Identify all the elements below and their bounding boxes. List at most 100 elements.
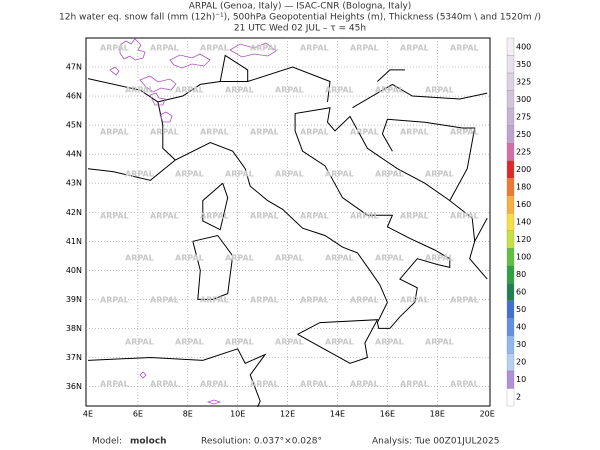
watermark: ARPAL <box>450 380 479 389</box>
colorbar-swatch <box>506 142 515 161</box>
watermark: ARPAL <box>100 44 129 53</box>
watermark: ARPAL <box>100 380 129 389</box>
watermark: ARPAL <box>125 254 154 263</box>
watermark: ARPAL <box>350 212 379 221</box>
lat-label: 38N <box>66 324 82 333</box>
watermark: ARPAL <box>100 296 129 305</box>
colorbar-label: 50 <box>516 305 526 314</box>
lat-label: 39N <box>66 295 82 304</box>
colorbar-label: 275 <box>516 112 531 121</box>
watermark: ARPAL <box>250 296 279 305</box>
colorbar-label: 40 <box>516 323 526 332</box>
colorbar-swatch <box>506 55 515 74</box>
axis-labels: 4E 6E 8E 10E 12E 14E 16E 18E 20E 47N 46N 45N 44N 43N 4… <box>66 63 495 419</box>
watermark: ARPAL <box>275 338 304 347</box>
watermark: ARPAL <box>425 254 454 263</box>
colorbar-label: 120 <box>516 235 531 244</box>
watermark: ARPAL <box>150 128 179 137</box>
colorbar-label: 80 <box>516 270 526 279</box>
watermark: ARPAL <box>450 44 479 53</box>
watermark: ARPAL <box>125 338 154 347</box>
lon-label: 20E <box>480 410 495 419</box>
colorbar-label: 140 <box>516 218 531 227</box>
colorbar-label: 400 <box>516 42 531 51</box>
analysis: Analysis: Tue 00Z01JUL2025 <box>372 437 499 447</box>
colorbar-swatch <box>506 283 515 302</box>
coastline <box>297 319 379 364</box>
lat-label: 40N <box>66 266 82 275</box>
watermark: ARPAL <box>375 254 404 263</box>
watermark: ARPAL <box>350 128 379 137</box>
title-line: ARPAL (Genoa, Italy) — ISAC-CNR (Bologna… <box>189 2 412 12</box>
colorbar-swatch <box>506 125 515 144</box>
watermark: ARPAL <box>325 170 354 179</box>
lon-label: 14E <box>330 410 345 419</box>
colorbar-swatch <box>506 388 515 407</box>
colorbar-label: 2 <box>516 393 521 402</box>
watermark: ARPAL <box>300 380 329 389</box>
watermark: ARPAL <box>250 128 279 137</box>
watermark: ARPAL <box>350 296 379 305</box>
watermark: ARPAL <box>150 212 179 221</box>
lon-label: 10E <box>230 410 245 419</box>
model-name: moloch <box>130 437 167 447</box>
watermark: ARPAL <box>450 128 479 137</box>
lat-label: 47N <box>66 63 82 72</box>
watermark: ARPAL <box>300 212 329 221</box>
watermark: ARPAL <box>400 128 429 137</box>
colorbar-label: 20 <box>516 358 526 367</box>
graticule <box>86 38 490 406</box>
watermark: ARPAL <box>375 338 404 347</box>
watermark: ARPAL <box>450 212 479 221</box>
watermark: ARPAL <box>425 86 454 95</box>
coastline <box>381 118 476 201</box>
colorbar-swatch <box>506 37 515 56</box>
watermark: ARPAL <box>150 296 179 305</box>
colorbar: 4003503253002752502252001801601401201008… <box>506 37 531 407</box>
coastline <box>202 182 229 231</box>
lat-label: 41N <box>66 237 82 246</box>
lat-label: 36N <box>66 382 82 391</box>
coastline <box>352 83 488 109</box>
coastline <box>157 66 331 161</box>
colorbar-swatch <box>506 160 515 179</box>
title-line: 21 UTC Wed 02 JUL – τ = 45h <box>234 24 366 34</box>
colorbar-swatch <box>506 178 515 196</box>
colorbar-swatch <box>506 90 515 109</box>
lat-label: 42N <box>66 208 82 217</box>
watermark: ARPAL <box>200 44 229 53</box>
watermark: ARPAL <box>225 170 254 179</box>
colorbar-label: 60 <box>516 288 526 297</box>
watermark: ARPAL <box>300 128 329 137</box>
coastline <box>87 107 488 329</box>
watermark: ARPAL <box>250 44 279 53</box>
lon-label: 12E <box>280 410 295 419</box>
coastline <box>377 69 405 82</box>
lon-label: 8E <box>183 410 193 419</box>
colorbar-swatch <box>506 72 515 91</box>
watermark: ARPAL <box>300 296 329 305</box>
watermark: ARPAL <box>325 86 354 95</box>
watermark: ARPAL <box>200 380 229 389</box>
colorbar-swatch <box>506 318 515 337</box>
colorbar-swatch <box>506 195 515 214</box>
colorbar-label: 300 <box>516 95 531 104</box>
colorbar-swatch <box>506 335 515 354</box>
watermark: ARPAL <box>325 254 354 263</box>
colorbar-label: 250 <box>516 130 531 139</box>
snow-contours <box>109 38 277 405</box>
coastline <box>219 54 249 82</box>
colorbar-swatch <box>506 107 515 126</box>
watermark: ARPAL <box>300 44 329 53</box>
watermark: ARPAL <box>100 212 129 221</box>
lon-label: 18E <box>430 410 445 419</box>
watermark: ARPAL <box>450 296 479 305</box>
colorbar-swatch <box>506 300 515 319</box>
colorbar-swatch <box>506 265 515 284</box>
colorbar-label: 160 <box>516 200 531 209</box>
watermark: ARPAL <box>400 380 429 389</box>
watermark: ARPAL <box>225 254 254 263</box>
watermark: ARPAL <box>375 86 404 95</box>
watermark: ARPAL <box>250 380 279 389</box>
